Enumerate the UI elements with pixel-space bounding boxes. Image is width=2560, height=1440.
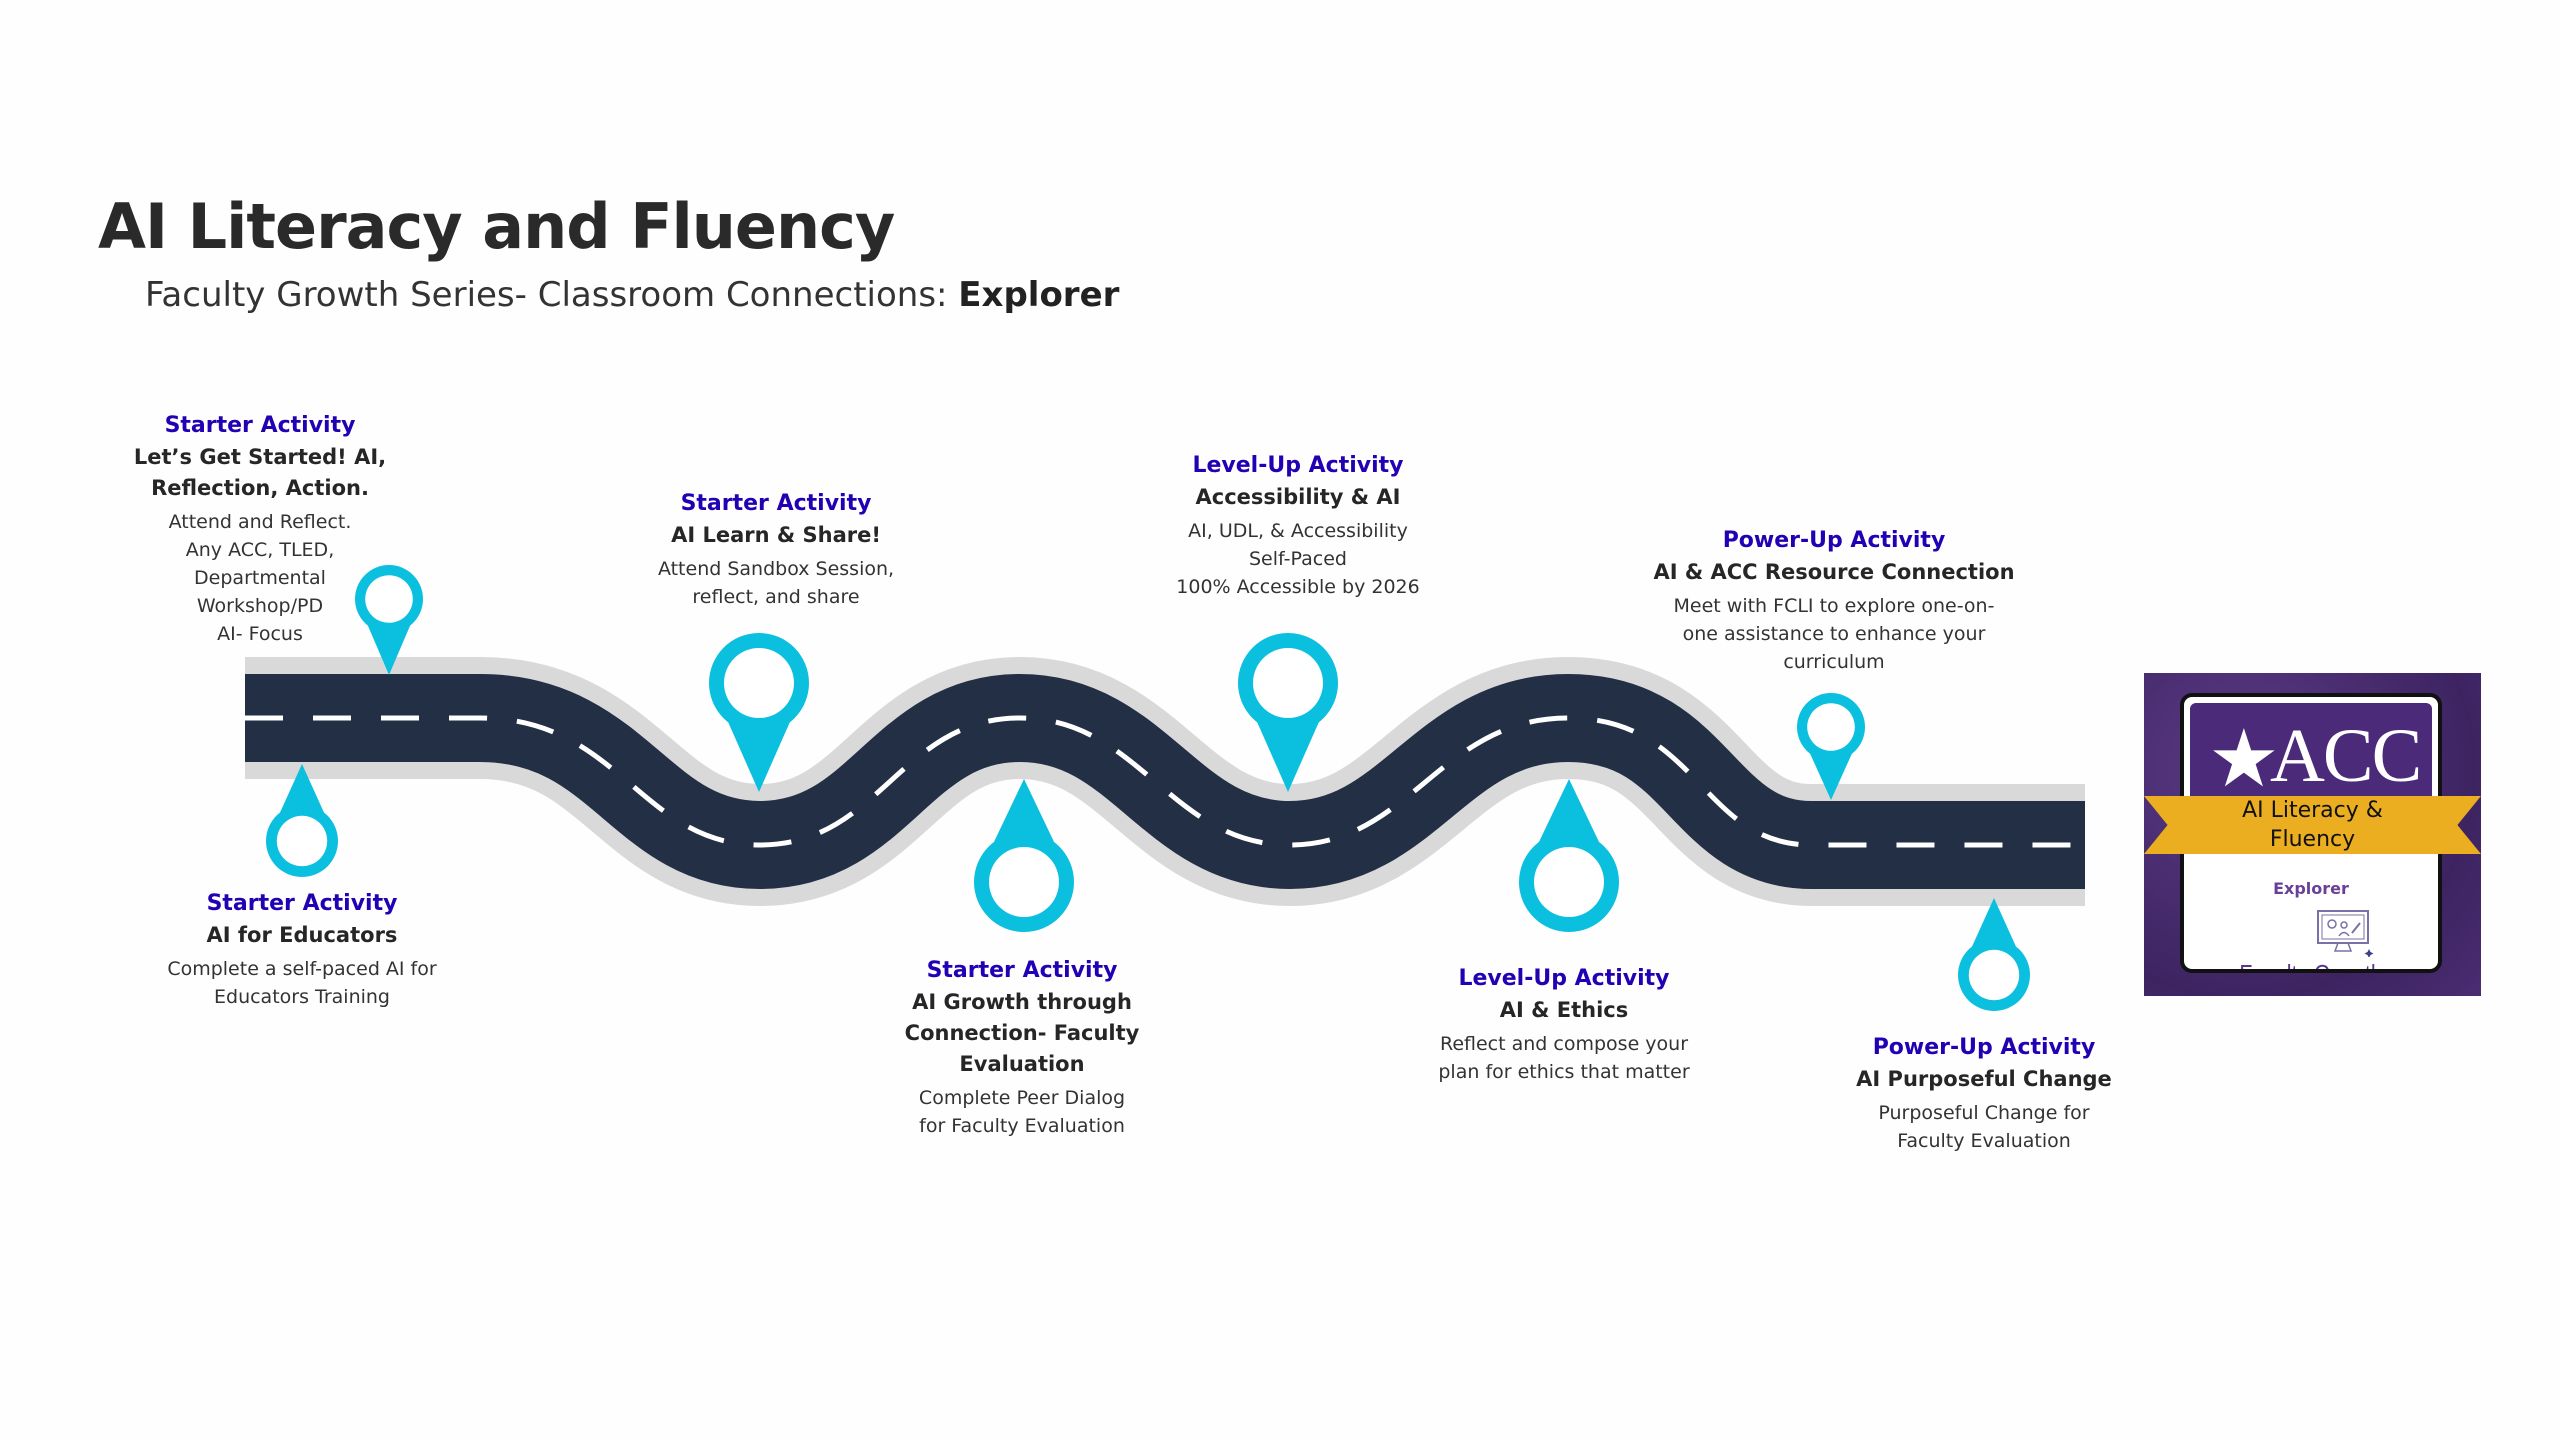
activity-description: Attend and Reflect. Any ACC, TLED, Depar…	[168, 511, 352, 645]
subtitle-level: Explorer	[958, 275, 1120, 315]
computer-monitor-icon	[2317, 910, 2374, 957]
activity-title: AI Growth through Connection- Faculty Ev…	[904, 990, 1140, 1076]
map-pin-icon	[974, 779, 1074, 932]
activity-title: Let’s Get Started! AI, Reflection, Actio…	[133, 445, 387, 500]
activity-description: Purposeful Change for Faculty Evaluation	[1878, 1102, 2090, 1152]
map-pin-icon	[1519, 779, 1619, 932]
activity-category: Starter Activity	[164, 413, 356, 438]
map-pin-icon	[1958, 898, 2030, 1011]
activity-category: Level-Up Activity	[1458, 966, 1670, 991]
activity-category: Power-Up Activity	[1722, 528, 1946, 553]
activity-2: Starter Activity AI Learn & Share! Atten…	[566, 488, 986, 611]
activity-title: Accessibility & AI	[1195, 485, 1401, 509]
activity-title: AI Learn & Share!	[671, 523, 881, 547]
badge-logo-area: ★ ACC	[2190, 703, 2432, 813]
activity-8: Power-Up Activity AI Purposeful Change P…	[1774, 1032, 2194, 1155]
explorer-badge: ★ ACC Explorer Faculty Growth Series AI …	[2144, 673, 2481, 996]
activity-description: AI, UDL, & Accessibility Self-Paced 100%…	[1176, 520, 1420, 598]
acc-logo-text: ACC	[2270, 714, 2422, 798]
activity-7: Level-Up Activity AI & Ethics Reflect an…	[1354, 963, 1774, 1086]
star-logo-icon: ★	[2208, 712, 2280, 805]
map-pin-icon	[1238, 633, 1338, 792]
page-title: AI Literacy and Fluency	[98, 190, 895, 263]
subtitle-prefix: Faculty Growth Series- Classroom Connect…	[145, 275, 959, 315]
ribbon-text: AI Literacy & Fluency	[2242, 798, 2383, 852]
activity-5: Starter Activity AI for Educators Comple…	[92, 888, 512, 1011]
activity-description: Attend Sandbox Session, reflect, and sha…	[657, 558, 895, 608]
map-pin-icon	[266, 764, 338, 877]
badge-series: Faculty Growth Series	[2207, 959, 2415, 969]
activity-category: Level-Up Activity	[1192, 453, 1404, 478]
activity-1: Starter Activity Let’s Get Started! AI, …	[50, 410, 470, 648]
map-pin-icon	[355, 565, 423, 675]
activity-title: AI Purposeful Change	[1856, 1067, 2112, 1091]
map-pin-icon	[1797, 693, 1865, 800]
activity-description: Complete Peer Dialog for Faculty Evaluat…	[918, 1087, 1126, 1137]
activity-title: AI for Educators	[206, 923, 398, 947]
activity-title: AI & ACC Resource Connection	[1653, 560, 2015, 584]
badge-level: Explorer	[2273, 879, 2349, 898]
badge-ribbon: AI Literacy & Fluency	[2144, 796, 2481, 854]
road-centerline	[245, 715, 2085, 848]
activity-category: Starter Activity	[926, 958, 1118, 983]
activity-3: Level-Up Activity Accessibility & AI AI,…	[1088, 450, 1508, 601]
activity-description: Meet with FCLI to explore one-on- one as…	[1673, 595, 1995, 673]
page-subtitle: Faculty Growth Series- Classroom Connect…	[145, 275, 1119, 315]
activity-category: Starter Activity	[206, 891, 398, 916]
map-pin-icon	[709, 633, 809, 792]
activity-title: AI & Ethics	[1499, 998, 1629, 1022]
activity-description: Complete a self-paced AI for Educators T…	[167, 958, 437, 1008]
activity-4: Power-Up Activity AI & ACC Resource Conn…	[1594, 525, 2074, 676]
activity-category: Power-Up Activity	[1872, 1035, 2096, 1060]
activity-category: Starter Activity	[680, 491, 872, 516]
activity-description: Reflect and compose your plan for ethics…	[1438, 1033, 1690, 1083]
activity-6: Starter Activity AI Growth through Conne…	[812, 955, 1232, 1140]
